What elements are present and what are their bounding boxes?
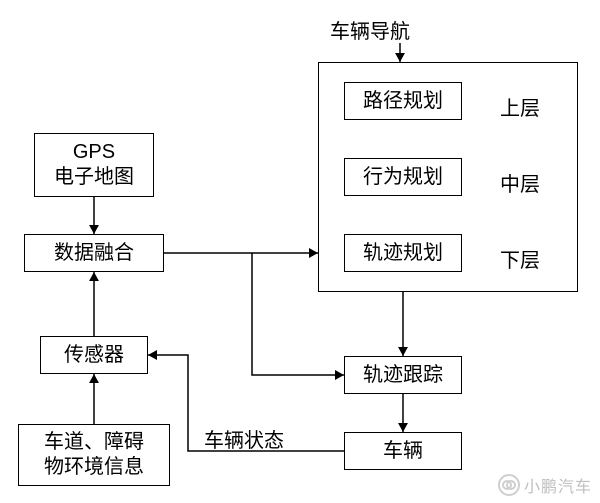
node-behavior: 行为规划 (344, 158, 462, 196)
edge-env-to-sensor-head (89, 374, 99, 383)
watermark: 小鹏汽车 (498, 473, 592, 497)
edge-sensor-to-fusion-head (89, 272, 99, 281)
node-lvl2: 中层 (500, 168, 540, 197)
node-path: 路径规划 (344, 82, 462, 120)
edge-fusion-to-bigbox-head (309, 248, 318, 258)
wechat-icon (498, 474, 520, 496)
node-vehicle: 车辆 (344, 432, 462, 470)
watermark-text: 小鹏汽车 (524, 473, 592, 497)
node-gps: GPS 电子地图 (34, 133, 154, 197)
edge-title-to-bigbox-head (395, 53, 405, 62)
node-env: 车道、障碍 物环境信息 (18, 424, 170, 486)
node-sensor: 传感器 (40, 336, 148, 374)
node-track: 轨迹跟踪 (344, 356, 462, 394)
node-fusion: 数据融合 (24, 234, 164, 272)
node-stateLbl: 车辆状态 (204, 424, 284, 453)
node-lvl1: 上层 (500, 92, 540, 121)
edge-track-to-vehicle-head (398, 423, 408, 432)
node-traj: 轨迹规划 (344, 234, 462, 272)
edge-vehicle-to-sensor-head (148, 350, 157, 360)
edge-fusion-to-track-head (335, 370, 344, 380)
node-lvl3: 下层 (500, 244, 540, 273)
edge-bigbox-to-track-head (398, 347, 408, 356)
node-title: 车辆导航 (330, 15, 410, 44)
edge-gps-to-fusion-head (89, 225, 99, 234)
